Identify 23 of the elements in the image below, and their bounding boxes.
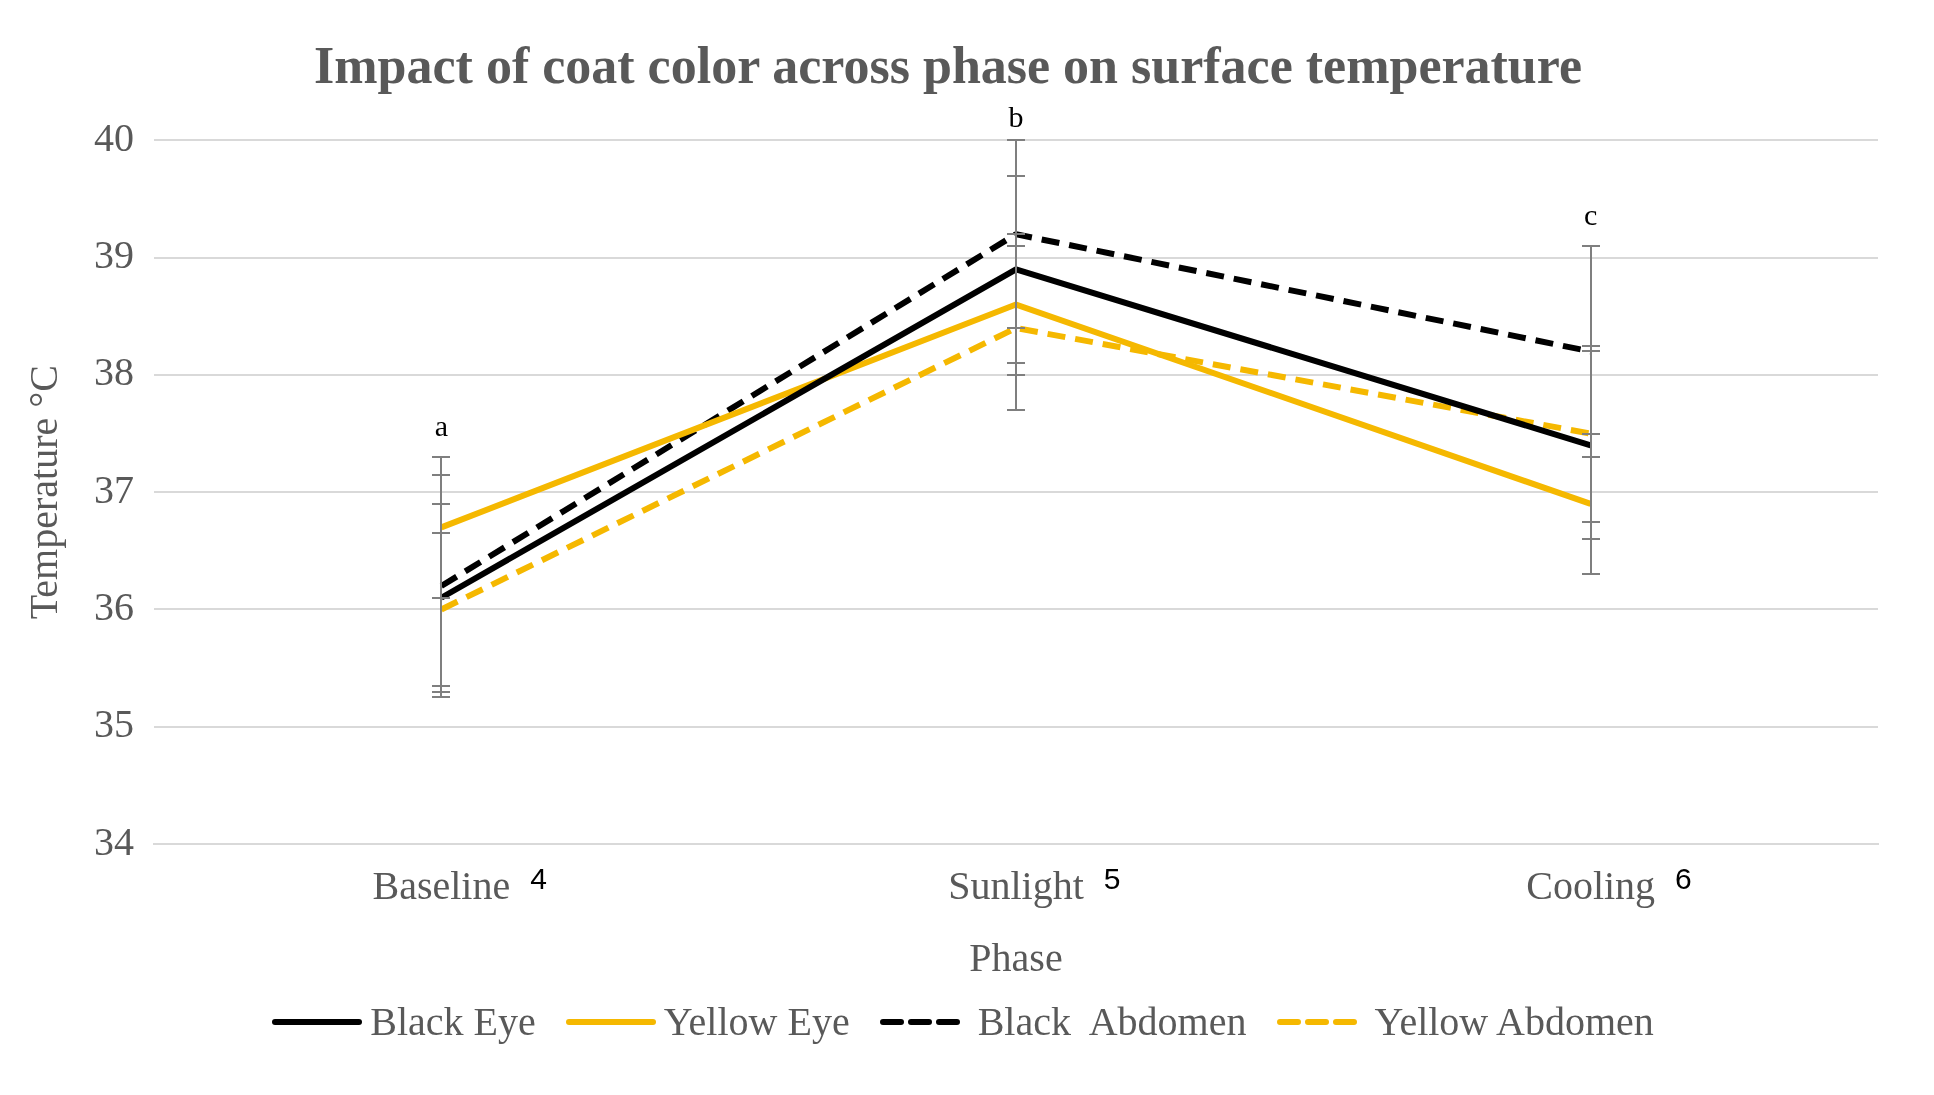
text: b <box>1008 100 1024 134</box>
chart-title: Impact of coat color across phase on surface temperature <box>314 36 1582 94</box>
y-tick-label: 37 <box>94 466 134 512</box>
y-tick-label: 34 <box>94 818 134 864</box>
y-tick-label: 40 <box>94 114 134 160</box>
y-tick-label: 35 <box>94 701 134 747</box>
text: 5 <box>1103 862 1121 896</box>
legend-label: Yellow Eye <box>663 998 850 1045</box>
y-tick-label: 38 <box>94 349 134 395</box>
y-axis-title: Temperature °C <box>20 365 66 620</box>
legend-label: Black Eye <box>370 998 536 1045</box>
x-tick-label: Cooling <box>1526 862 1656 908</box>
y-tick-label: 39 <box>94 232 134 278</box>
legend-label: Black Abdomen <box>977 998 1247 1045</box>
x-axis-title: Phase <box>969 934 1063 980</box>
annotation: a <box>434 408 448 442</box>
y-tick-label: 36 <box>94 583 134 629</box>
text: 6 <box>1675 862 1692 896</box>
text: 4 <box>530 862 547 896</box>
x-tick-label: Sunlight <box>948 862 1084 908</box>
x-tick-label: Baseline <box>372 862 511 908</box>
legend-label: Yellow Abdomen <box>1374 998 1654 1045</box>
annotation: c <box>1584 197 1598 231</box>
